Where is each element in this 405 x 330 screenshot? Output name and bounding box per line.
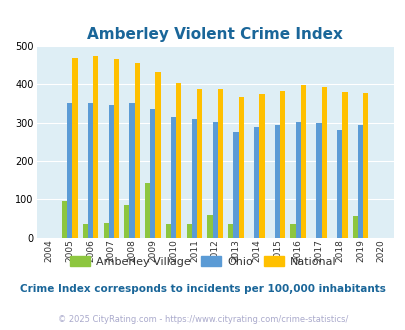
Bar xyxy=(191,119,196,238)
Title: Amberley Violent Crime Index: Amberley Violent Crime Index xyxy=(87,27,342,42)
Bar xyxy=(62,201,67,238)
Bar xyxy=(315,123,321,238)
Bar xyxy=(352,216,357,238)
Bar xyxy=(134,63,140,238)
Bar xyxy=(300,85,305,238)
Bar xyxy=(362,92,367,238)
Bar xyxy=(124,205,129,238)
Bar xyxy=(103,223,109,238)
Bar xyxy=(290,224,295,238)
Bar xyxy=(259,94,264,238)
Bar xyxy=(109,105,114,238)
Bar xyxy=(233,132,238,238)
Bar xyxy=(88,103,93,238)
Bar xyxy=(321,87,326,238)
Bar xyxy=(207,215,212,238)
Text: Crime Index corresponds to incidents per 100,000 inhabitants: Crime Index corresponds to incidents per… xyxy=(20,284,385,294)
Bar xyxy=(129,103,134,238)
Bar xyxy=(196,89,202,238)
Bar xyxy=(212,122,217,238)
Bar xyxy=(67,103,72,238)
Bar xyxy=(171,116,176,238)
Bar xyxy=(114,59,119,238)
Bar xyxy=(145,183,150,238)
Bar xyxy=(217,89,222,238)
Bar xyxy=(274,125,279,238)
Bar xyxy=(295,122,300,238)
Bar xyxy=(228,224,233,238)
Bar xyxy=(186,224,191,238)
Bar xyxy=(150,109,155,238)
Bar xyxy=(93,56,98,238)
Bar xyxy=(83,224,88,238)
Text: © 2025 CityRating.com - https://www.cityrating.com/crime-statistics/: © 2025 CityRating.com - https://www.city… xyxy=(58,315,347,324)
Bar xyxy=(72,58,77,238)
Bar xyxy=(357,125,362,238)
Bar xyxy=(254,127,259,238)
Bar xyxy=(155,72,160,238)
Bar xyxy=(341,92,347,238)
Bar xyxy=(279,91,285,238)
Bar xyxy=(176,82,181,238)
Legend: Amberley Village, Ohio, National: Amberley Village, Ohio, National xyxy=(65,251,340,271)
Bar xyxy=(337,130,341,238)
Bar xyxy=(165,224,171,238)
Bar xyxy=(238,97,243,238)
